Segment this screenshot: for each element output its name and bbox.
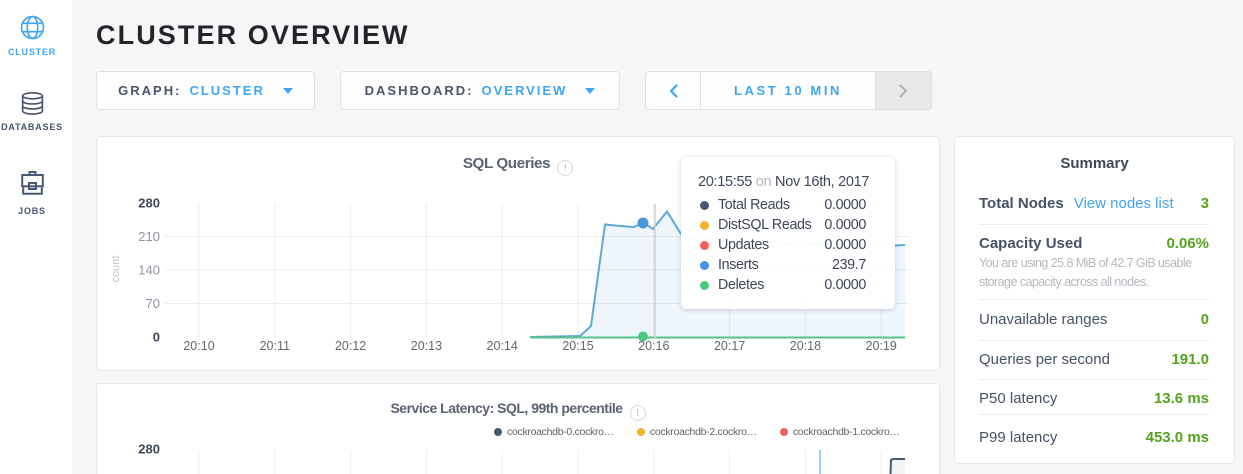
svg-text:20:19: 20:19	[866, 339, 897, 353]
svg-text:count: count	[110, 256, 122, 283]
svg-text:20:13: 20:13	[411, 339, 442, 353]
svg-text:20:15: 20:15	[562, 339, 593, 353]
svg-text:140: 140	[138, 263, 160, 278]
svg-text:0: 0	[153, 330, 160, 345]
svg-text:20:10: 20:10	[183, 339, 214, 353]
svg-text:20:11: 20:11	[260, 339, 290, 353]
svg-text:20:16: 20:16	[638, 339, 669, 353]
svg-text:20:12: 20:12	[335, 339, 366, 353]
svg-text:280: 280	[138, 442, 160, 457]
svg-text:20:18: 20:18	[790, 339, 821, 353]
svg-text:280: 280	[138, 196, 160, 211]
svg-text:20:17: 20:17	[714, 339, 745, 353]
svg-text:210: 210	[138, 229, 160, 244]
svg-text:70: 70	[146, 296, 160, 311]
svg-text:20:14: 20:14	[487, 339, 518, 353]
